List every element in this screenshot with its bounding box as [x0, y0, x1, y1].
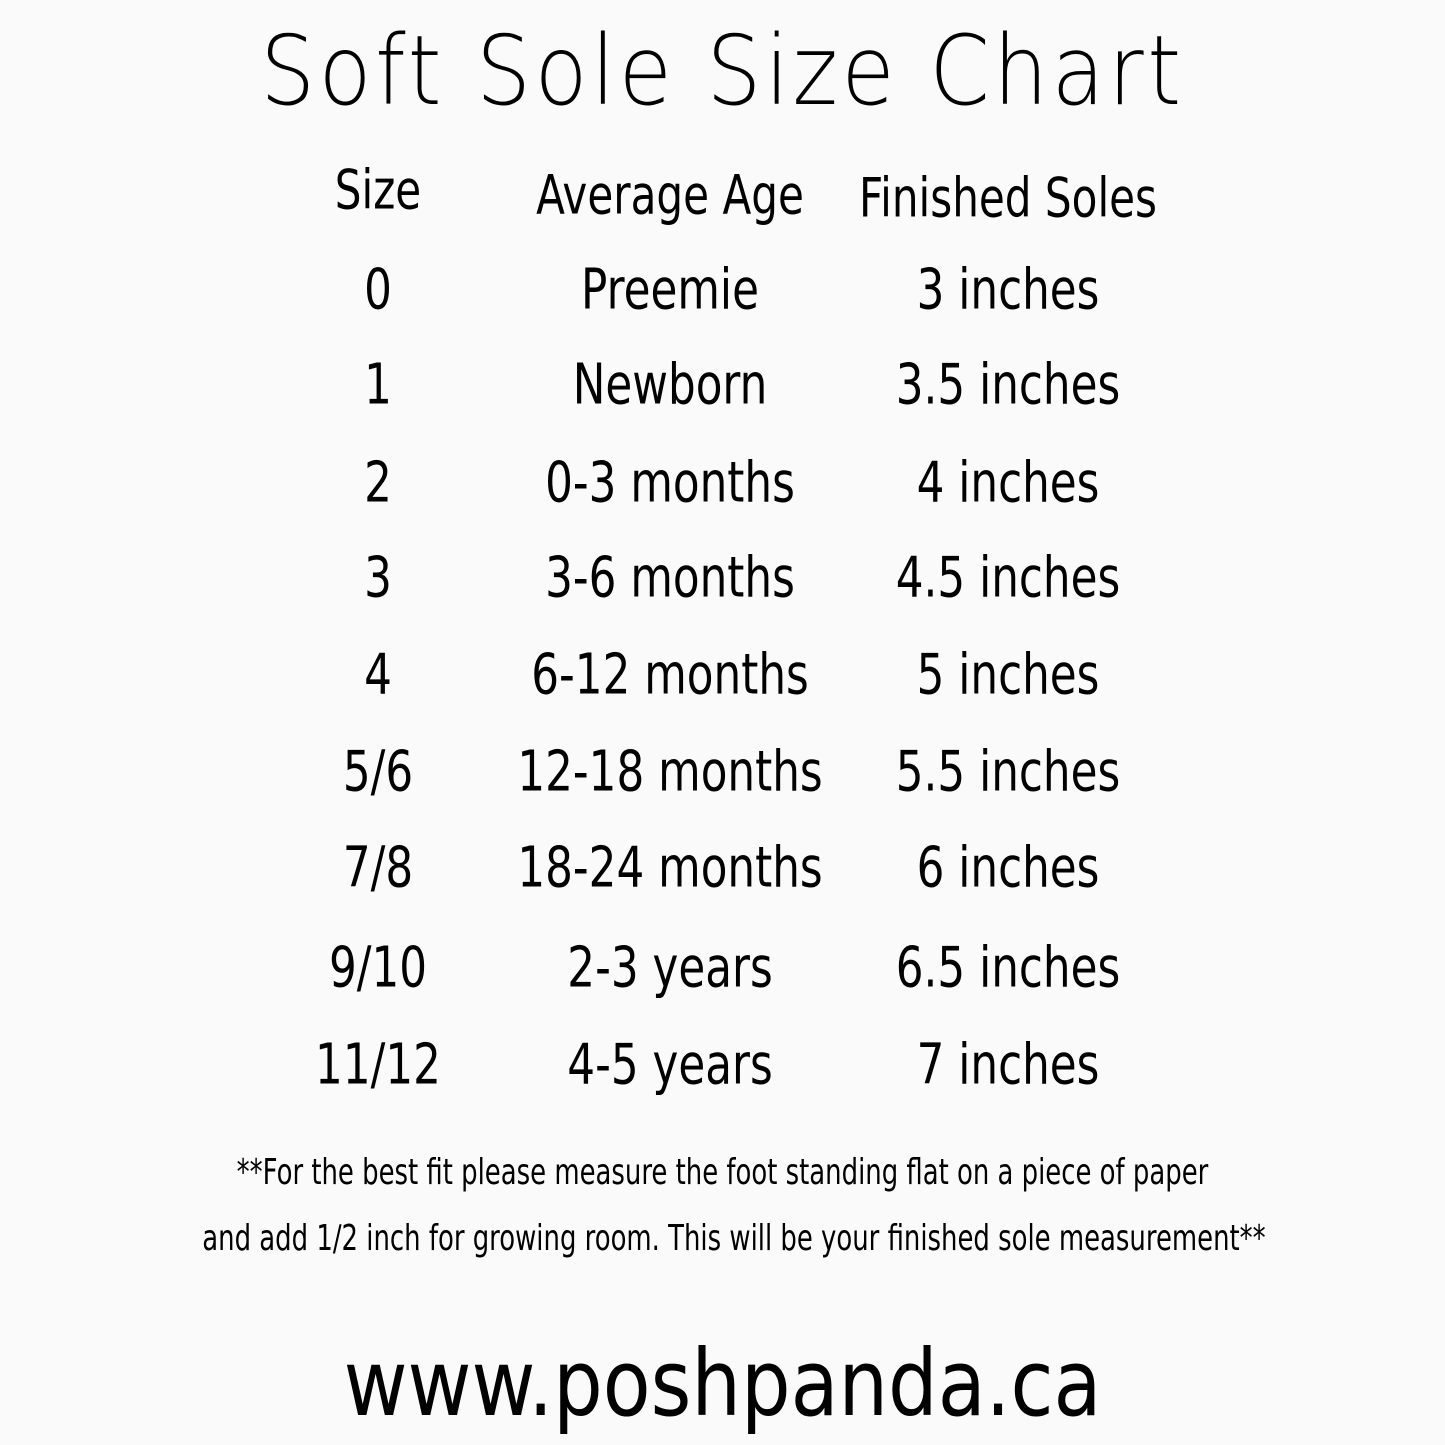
fit-note-line-1: **For the best fit please measure the fo… — [236, 1152, 1209, 1193]
row-size: 5/6 — [342, 739, 414, 805]
row-size: 7/8 — [342, 835, 414, 901]
row-finished-soles: 5 inches — [916, 642, 1100, 708]
row-average-age: 12-18 months — [517, 739, 823, 805]
row-average-age: 18-24 months — [517, 835, 823, 901]
row-average-age: Newborn — [572, 352, 768, 418]
row-size: 9/10 — [328, 935, 428, 1001]
row-size: 1 — [364, 352, 392, 418]
row-size: 0 — [364, 257, 392, 323]
header-size: Size — [334, 158, 422, 222]
row-average-age: Preemie — [581, 257, 759, 323]
row-finished-soles: 6.5 inches — [895, 935, 1121, 1001]
row-finished-soles: 7 inches — [916, 1032, 1100, 1098]
row-finished-soles: 3.5 inches — [895, 352, 1121, 418]
row-finished-soles: 3 inches — [916, 257, 1100, 323]
fit-note-line-2: and add 1/2 inch for growing room. This … — [202, 1218, 1266, 1259]
row-size: 2 — [364, 450, 392, 516]
row-finished-soles: 4 inches — [916, 450, 1100, 516]
row-finished-soles: 4.5 inches — [895, 545, 1121, 611]
header-finished-soles: Finished Soles — [858, 166, 1158, 230]
row-finished-soles: 6 inches — [916, 835, 1100, 901]
row-size: 4 — [364, 642, 392, 708]
row-average-age: 3-6 months — [545, 545, 795, 611]
row-size: 3 — [364, 545, 392, 611]
row-average-age: 6-12 months — [531, 642, 809, 708]
row-size: 11/12 — [315, 1032, 441, 1098]
row-average-age: 4-5 years — [567, 1032, 773, 1098]
row-average-age: 2-3 years — [567, 935, 773, 1001]
website-url: www.poshpanda.ca — [343, 1330, 1102, 1437]
row-average-age: 0-3 months — [545, 450, 795, 516]
page-title: Soft Sole Size Chart — [260, 15, 1185, 127]
header-average-age: Average Age — [536, 163, 804, 227]
row-finished-soles: 5.5 inches — [895, 739, 1121, 805]
